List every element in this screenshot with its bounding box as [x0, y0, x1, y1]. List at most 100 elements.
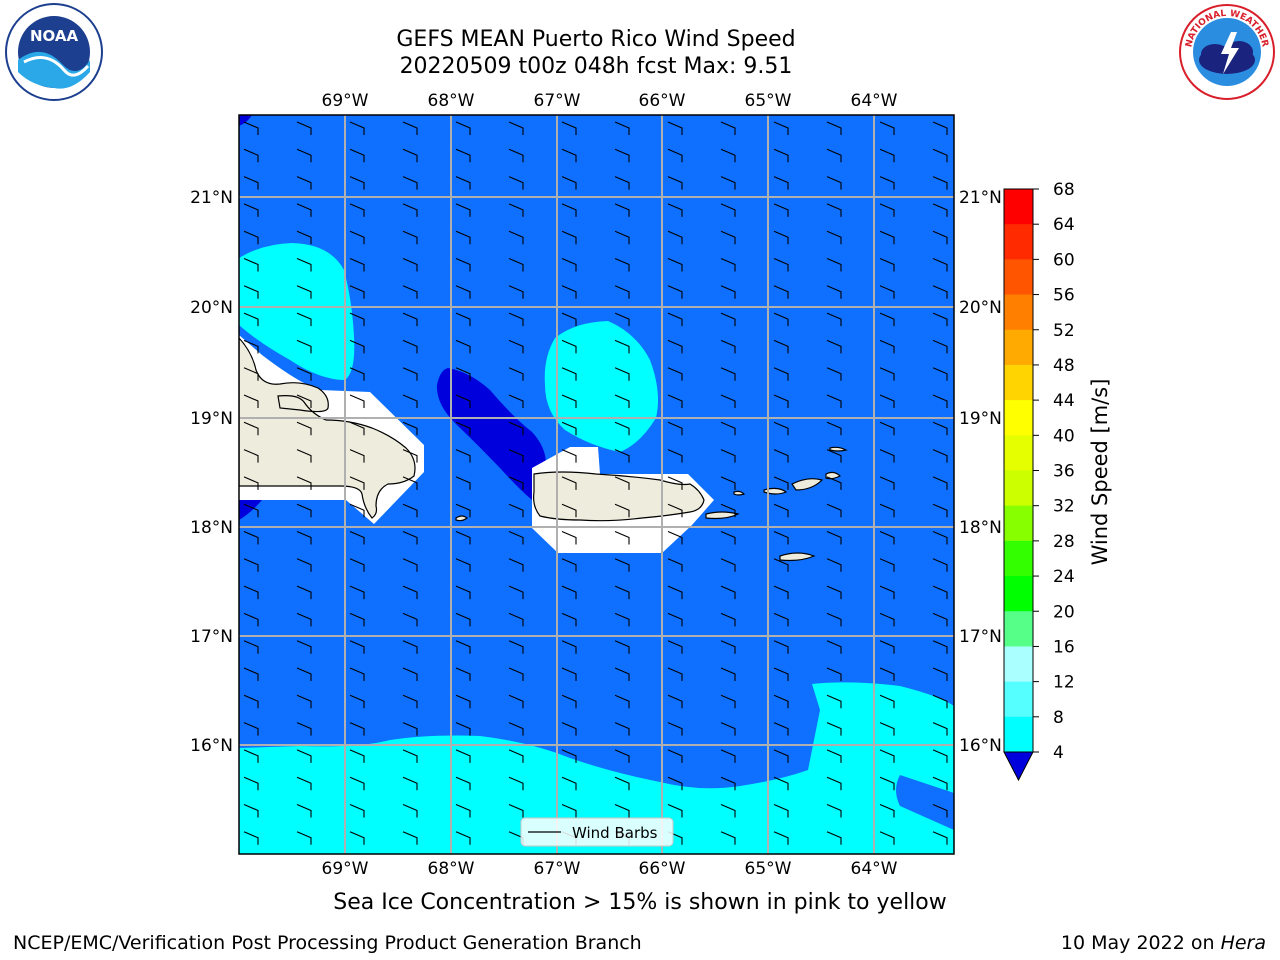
colorbar: 68 64 60 56 52 48 44 40 36 32 28 24 20 16 12 8 4 — [1003, 180, 1075, 782]
lat-label-right: 16°N — [959, 736, 1002, 756]
wind-barb — [455, 312, 471, 327]
wind-barb — [349, 503, 365, 518]
wind-barb — [561, 776, 577, 791]
wind-barb — [932, 530, 948, 545]
wind-barb — [879, 776, 895, 791]
wind-barb — [773, 421, 789, 436]
wind-barb — [455, 367, 471, 381]
lat-label-right: 18°N — [959, 518, 1002, 538]
wind-barb — [561, 503, 577, 518]
wind-barb — [932, 803, 948, 818]
colorbar-tick-label: 28 — [1053, 532, 1075, 552]
wind-barb — [879, 421, 895, 436]
wind-barb — [402, 558, 418, 572]
wind-barb — [932, 585, 948, 600]
map-area — [239, 115, 954, 854]
wind-barb — [243, 230, 259, 245]
wind-barb — [561, 176, 577, 190]
wind-barb — [614, 749, 630, 763]
colorbar-segment — [1004, 540, 1033, 577]
land-mona-island — [455, 515, 468, 522]
longitude-labels-bottom: 69°W 68°W 67°W 66°W 65°W 64°W — [322, 859, 898, 879]
wind-barb — [826, 148, 842, 163]
wind-barb — [243, 203, 259, 217]
wind-barb — [349, 121, 365, 135]
wind-barb — [455, 285, 471, 299]
wind-barb — [720, 667, 736, 681]
wind-barb — [614, 503, 630, 518]
wind-band-below-4-mona-passage — [436, 368, 546, 500]
wind-barb — [243, 667, 259, 681]
wind-barb — [614, 585, 630, 600]
wind-barb — [773, 803, 789, 818]
wind-barb — [296, 367, 312, 381]
wind-barb — [243, 148, 259, 163]
colorbar-tick-label: 8 — [1053, 708, 1064, 728]
wind-barb — [773, 585, 789, 600]
wind-barb — [561, 558, 577, 572]
colorbar-tick-label: 36 — [1053, 462, 1075, 482]
lon-label-top: 64°W — [851, 91, 898, 111]
wind-barb — [879, 585, 895, 600]
wind-barb — [932, 612, 948, 627]
wind-barb — [826, 394, 842, 408]
wind-barb — [667, 530, 683, 545]
footer-date: 10 May 2022 on Hera — [1061, 932, 1266, 954]
land-virgin-islands-2 — [791, 478, 824, 491]
wind-barb — [349, 585, 365, 600]
colorbar-tick-label: 24 — [1053, 567, 1075, 587]
wind-barb — [932, 476, 948, 490]
wind-barb — [243, 476, 259, 490]
wind-barb — [296, 694, 312, 709]
wind-barb — [455, 803, 471, 818]
nws-logo: NATIONAL WEATHER SERVICE — [1174, 0, 1277, 106]
wind-barb — [349, 367, 365, 381]
wind-band-8-12-northwest — [239, 243, 355, 380]
wind-barb — [349, 694, 365, 709]
wind-barb — [826, 831, 842, 845]
wind-barb — [402, 585, 418, 600]
latitude-labels-left: 21°N 20°N 19°N 18°N 17°N 16°N — [190, 188, 233, 756]
wind-barb — [296, 230, 312, 245]
wind-barb — [826, 203, 842, 217]
wind-barb — [667, 285, 683, 299]
chart-subtitle: 20220509 t00z 048h fcst Max: 9.51 — [399, 54, 793, 79]
colorbar-tick-label: 56 — [1053, 286, 1075, 306]
wind-barb — [932, 203, 948, 217]
wind-barb — [455, 612, 471, 627]
wind-barb — [349, 558, 365, 572]
wind-barb — [614, 558, 630, 572]
wind-barb — [720, 257, 736, 272]
wind-barb — [720, 558, 736, 572]
lat-label-left: 17°N — [190, 627, 233, 647]
colorbar-tick-label: 44 — [1053, 391, 1075, 411]
wind-barb — [455, 776, 471, 791]
wind-barb — [455, 558, 471, 572]
noaa-logo: NOAA — [2, 2, 106, 106]
wind-barb — [720, 803, 736, 818]
colorbar-tick-label: 64 — [1053, 215, 1075, 235]
wind-barb — [826, 722, 842, 736]
colorbar-segment — [1004, 189, 1033, 225]
wind-barb — [879, 558, 895, 572]
footer-date-text: 10 May 2022 on — [1060, 932, 1221, 954]
wind-barb — [720, 476, 736, 490]
wind-barb — [508, 612, 524, 627]
wind-barb — [826, 257, 842, 272]
wind-barb — [720, 722, 736, 736]
wind-barb — [296, 148, 312, 163]
wind-barb — [243, 312, 259, 327]
wind-barb — [455, 394, 471, 408]
wind-barb — [243, 722, 259, 736]
wind-barb — [932, 394, 948, 408]
longitude-labels-top: 69°W 68°W 67°W 66°W 65°W 64°W — [322, 91, 898, 111]
sea-ice-note-text: Sea Ice Concentration > 15% is shown in … — [333, 890, 947, 915]
wind-barb — [296, 394, 312, 408]
wind-barb — [773, 640, 789, 654]
colorbar-segment — [1004, 681, 1033, 718]
wind-barb — [349, 203, 365, 217]
lat-label-right: 17°N — [959, 627, 1002, 647]
wind-barb — [773, 121, 789, 135]
wind-barb — [296, 121, 312, 135]
wind-barb — [561, 148, 577, 163]
